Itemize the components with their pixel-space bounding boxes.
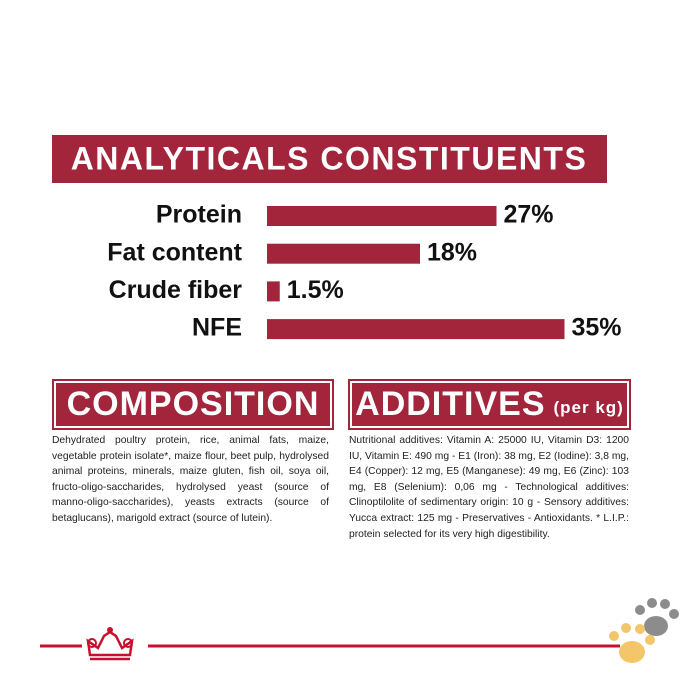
value-label: 1.5% <box>287 276 344 304</box>
bar <box>267 319 565 340</box>
category-label: Protein <box>156 201 242 229</box>
bar <box>267 243 420 264</box>
value-label: 27% <box>504 201 554 229</box>
crown-logo <box>82 627 148 661</box>
bar <box>267 281 280 302</box>
category-label: NFE <box>192 314 242 342</box>
value-label: 18% <box>427 238 477 266</box>
additives-header: ADDITIVES (per kg) <box>348 379 631 430</box>
category-label: Fat content <box>107 238 242 266</box>
category-label: Crude fiber <box>109 276 243 304</box>
additives-title: ADDITIVES <box>355 385 546 423</box>
composition-text: Dehydrated poultry protein, rice, animal… <box>52 435 329 524</box>
composition-title: COMPOSITION <box>66 385 320 423</box>
additives-text: Nutritional additives: Vitamin A: 25000 … <box>349 435 629 540</box>
additives-unit: (per kg) <box>553 397 624 417</box>
paw-icons <box>609 598 679 663</box>
chart-title: ANALYTICALS CONSTITUENTS <box>71 140 588 176</box>
title-banner <box>52 135 607 183</box>
value-label: 35% <box>572 314 622 342</box>
bar <box>267 206 497 226</box>
composition-header: COMPOSITION <box>52 379 334 430</box>
